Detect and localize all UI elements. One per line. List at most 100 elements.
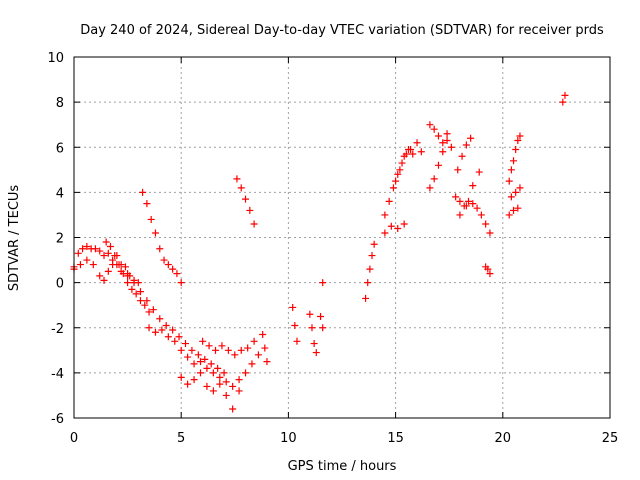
data-point: [164, 333, 172, 341]
data-point: [74, 249, 82, 257]
data-point: [510, 157, 518, 165]
data-point: [203, 382, 211, 390]
axis-ticks: [73, 56, 611, 419]
series-track-25: [505, 204, 522, 219]
data-point: [263, 358, 271, 366]
series-track-4: [139, 188, 185, 287]
data-point: [291, 321, 299, 329]
data-point: [181, 340, 189, 348]
data-point: [115, 261, 123, 269]
data-point: [452, 193, 460, 201]
data-point: [392, 177, 400, 185]
data-point: [512, 188, 520, 196]
data-point: [121, 263, 129, 271]
data-point: [467, 134, 475, 142]
data-point: [212, 346, 220, 354]
data-point: [289, 303, 297, 311]
data-point: [462, 202, 470, 210]
data-point: [254, 351, 262, 359]
data-point: [400, 220, 408, 228]
data-point: [164, 261, 172, 269]
series-track-9: [233, 175, 258, 228]
series-track-24: [505, 132, 524, 185]
data-point: [169, 265, 177, 273]
data-point: [169, 326, 177, 334]
data-point: [231, 351, 239, 359]
data-point: [171, 337, 179, 345]
data-point: [209, 369, 217, 377]
data-point: [173, 270, 181, 278]
data-point: [203, 364, 211, 372]
data-point: [389, 184, 397, 192]
data-point: [156, 245, 164, 253]
data-point: [104, 249, 112, 257]
data-point: [184, 353, 192, 361]
data-point: [473, 204, 481, 212]
data-point: [475, 168, 483, 176]
data-point: [505, 211, 513, 219]
series-track-1: [70, 243, 142, 287]
data-point: [237, 184, 245, 192]
data-point: [190, 360, 198, 368]
data-point: [156, 315, 164, 323]
data-point: [235, 387, 243, 395]
y-tick-label: 2: [56, 232, 64, 247]
data-point: [364, 279, 372, 287]
data-point: [242, 369, 250, 377]
series-track-8: [177, 369, 243, 413]
data-point: [317, 312, 325, 320]
data-point: [216, 380, 224, 388]
series-track-5: [124, 272, 228, 377]
data-point: [141, 301, 149, 309]
y-tick-label: -6: [51, 412, 64, 427]
data-point: [456, 211, 464, 219]
data-point: [368, 252, 376, 260]
data-point: [177, 279, 185, 287]
series-track-13: [317, 279, 327, 332]
data-point: [143, 297, 151, 305]
data-point: [128, 285, 136, 293]
x-tick-label: 20: [495, 431, 512, 446]
data-point: [244, 344, 252, 352]
data-point: [387, 222, 395, 230]
data-point: [124, 272, 132, 280]
data-point: [147, 215, 155, 223]
data-point: [259, 331, 267, 339]
data-point: [83, 243, 91, 251]
data-point: [559, 98, 567, 106]
series-track-18: [426, 121, 455, 151]
series-track-17: [392, 139, 425, 185]
y-tick-label: 6: [56, 141, 64, 156]
series-track-21: [454, 134, 475, 174]
data-point: [184, 380, 192, 388]
data-point: [261, 344, 269, 352]
data-point: [102, 238, 110, 246]
x-tick-label: 25: [602, 431, 619, 446]
data-point: [477, 211, 485, 219]
grid-lines: [74, 57, 610, 418]
series-track-26: [507, 184, 524, 201]
y-tick-label: -2: [51, 322, 64, 337]
data-point: [514, 136, 522, 144]
data-point: [201, 355, 209, 363]
series-track-12: [306, 310, 320, 357]
data-point: [409, 150, 417, 158]
series-track-14: [362, 240, 378, 302]
data-point: [237, 346, 245, 354]
data-point: [218, 342, 226, 350]
data-point: [507, 166, 515, 174]
data-point: [194, 351, 202, 359]
data-point: [385, 197, 393, 205]
data-point: [248, 360, 256, 368]
data-point: [381, 229, 389, 237]
data-point: [100, 276, 108, 284]
y-tick-label: 0: [56, 277, 64, 292]
data-point: [109, 261, 117, 269]
data-point: [482, 220, 490, 228]
data-point: [396, 166, 404, 174]
data-point: [139, 188, 147, 196]
data-point: [250, 337, 258, 345]
data-point: [91, 245, 99, 253]
data-point: [177, 373, 185, 381]
